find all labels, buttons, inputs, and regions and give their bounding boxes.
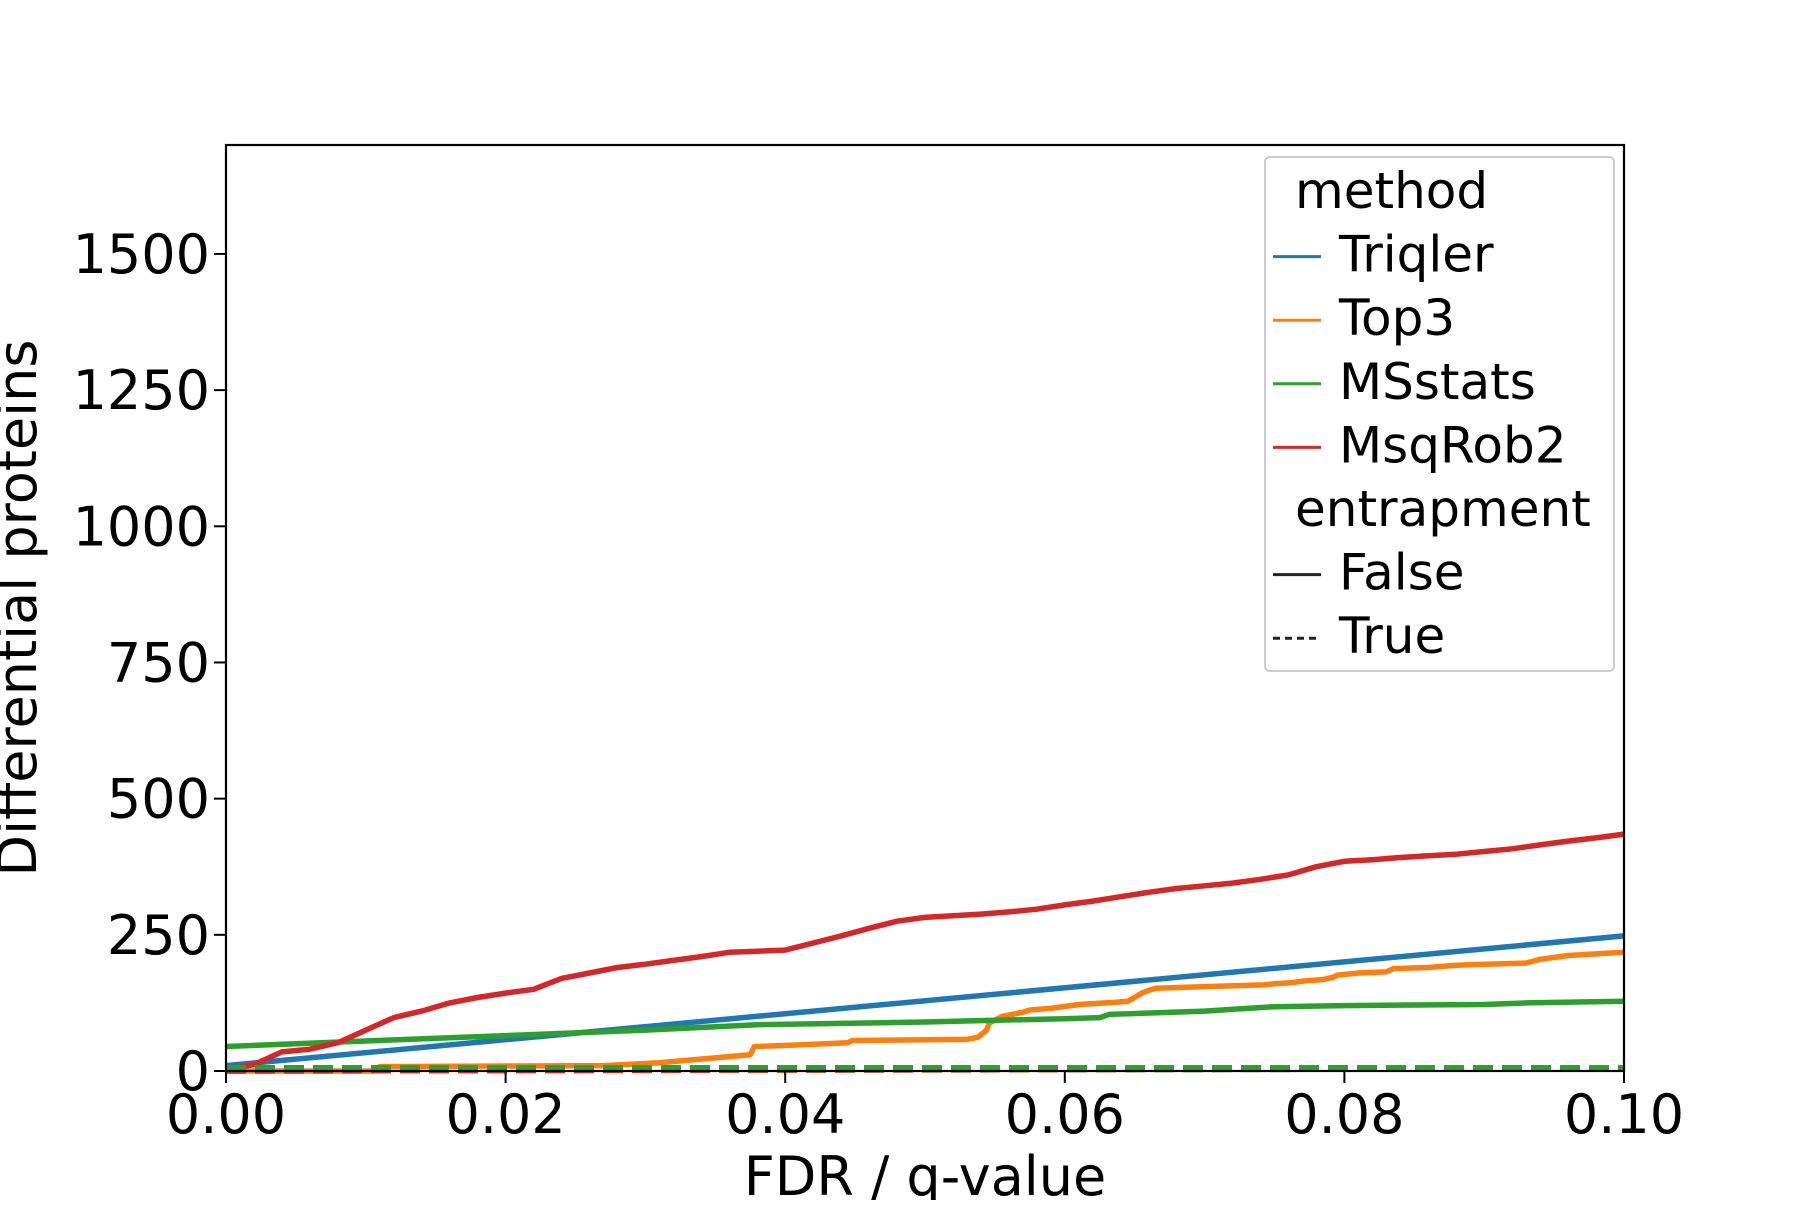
x-tick-label: 0.02 [445, 1083, 565, 1146]
y-tick-label: 1250 [73, 359, 210, 422]
legend-label-msstats: MSstats [1339, 353, 1536, 411]
series-line-msstats-entrapment-false [225, 998, 1625, 1050]
legend-box [1264, 156, 1615, 672]
legend-label-true: True [1338, 607, 1445, 665]
plot-frame [224, 143, 1626, 1073]
legend-label-top3: Top3 [1338, 289, 1455, 347]
y-tick-label: 1000 [73, 495, 210, 558]
y-tick-label: 0 [176, 1040, 210, 1103]
y-axis-ticks: 0 250 500 750 1000 1250 1500 [73, 223, 226, 1103]
series-line-top3-entrapment-false [226, 949, 1625, 1074]
x-tick-label: 0.04 [725, 1083, 845, 1146]
legend-label-triqler: Triqler [1338, 226, 1494, 284]
y-tick-label: 1500 [73, 223, 210, 286]
x-tick-label: 0.08 [1284, 1083, 1404, 1146]
y-tick-label: 250 [107, 904, 210, 967]
x-axis-ticks: 0.00 0.02 0.04 0.06 0.08 0.10 [166, 1071, 1684, 1146]
legend-label-msqrob2: MsqRob2 [1339, 416, 1567, 474]
x-tick-label: 0.00 [166, 1083, 286, 1146]
legend-label-false: False [1339, 544, 1465, 602]
x-tick-label: 0.10 [1564, 1083, 1684, 1146]
y-axis-label: Differential proteins [0, 340, 49, 877]
legend-title-entrapment: entrapment [1295, 480, 1591, 538]
series-line-msqrob2-entrapment-false [225, 831, 1625, 1073]
x-tick-label: 0.06 [1005, 1083, 1125, 1146]
x-axis-label: FDR / q-value [744, 1145, 1107, 1200]
series-line-triqler-entrapment-false [225, 933, 1625, 1069]
y-tick-label: 500 [107, 768, 210, 831]
y-tick-label: 750 [107, 631, 210, 694]
legend-title-method: method [1295, 162, 1488, 220]
